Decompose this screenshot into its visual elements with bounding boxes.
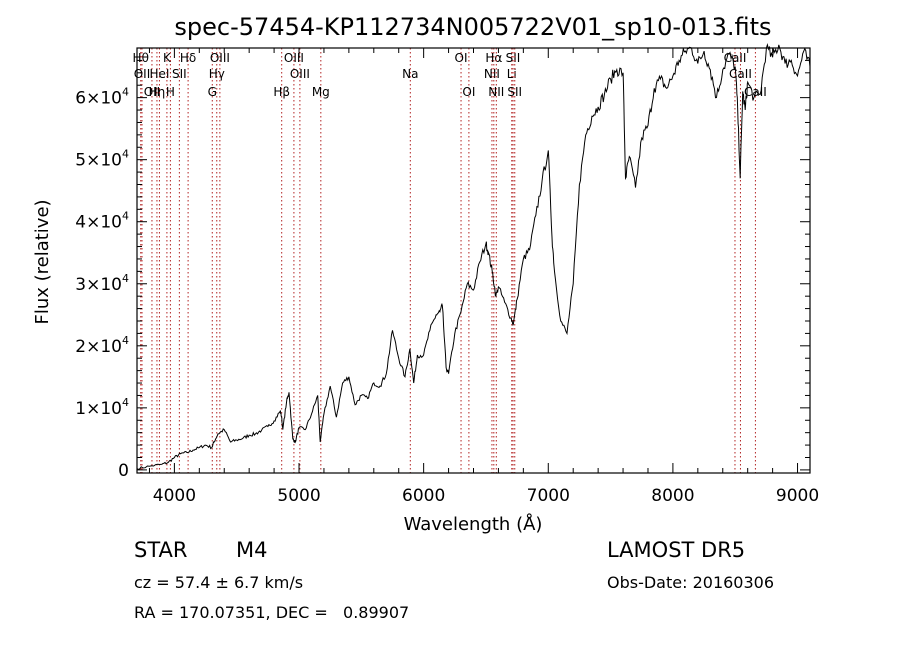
y-tick-label-5: 5×104 (75, 148, 129, 171)
y-tick-label-3: 3×104 (75, 272, 129, 295)
y-tick-label-6: 6×104 (75, 86, 129, 109)
line-marker-label-12: Hβ (273, 85, 290, 99)
line-marker-label-3: Hη (149, 85, 166, 99)
axis-ticks: 4000 5000 6000 7000 8000 9000 0 1×104 2×104 3×104… (75, 48, 819, 506)
obs-date: Obs-Date: 20160306 (607, 573, 775, 592)
x-tick-label-4: 8000 (651, 486, 694, 506)
x-tick-label-1: 5000 (277, 486, 320, 506)
line-marker-label-14: OIII (290, 67, 310, 81)
redshift-cz: cz = 57.4 ± 6.7 km/s (134, 573, 304, 592)
x-tick-label-0: 4000 (153, 486, 196, 506)
line-marker-label-15: Mg (312, 85, 330, 99)
line-marker-label-9: G (208, 85, 217, 99)
chart-title: spec-57454-KP112734N005722V01_sp10-013.f… (174, 13, 771, 41)
line-marker-label-13: OIII (284, 51, 304, 65)
line-marker-label-11: OIII (210, 51, 230, 65)
line-marker-label-8: Hδ (180, 51, 196, 65)
line-marker-label-24: SII (507, 85, 522, 99)
x-tick-label-5: 9000 (776, 486, 819, 506)
plot-frame (136, 47, 811, 474)
line-marker-label-0: Hθ (133, 51, 149, 65)
y-tick-label-2: 2×104 (75, 334, 129, 357)
line-marker-label-5: K (163, 51, 172, 65)
line-marker-label-1: OII (134, 67, 151, 81)
line-marker-label-17: OI (455, 51, 468, 65)
line-marker-label-23: SII (506, 51, 521, 65)
line-marker-label-2: OII (144, 85, 161, 99)
line-marker-label-26: CaII (729, 67, 752, 81)
line-marker-label-20: Hα (485, 51, 502, 65)
line-marker-label-16: Na (402, 67, 418, 81)
line-marker-label-21: NII (488, 85, 504, 99)
line-marker-label-10: Hγ (209, 67, 225, 81)
y-tick-label-1: 1×104 (75, 396, 129, 419)
spectrum-line (136, 42, 811, 471)
line-marker-label-6: H (166, 85, 175, 99)
line-marker-label-19: NII (484, 67, 500, 81)
x-axis-label: Wavelength (Å) (404, 513, 543, 535)
ra-dec: RA = 170.07351, DEC = 0.89907 (134, 603, 410, 622)
x-tick-label-2: 6000 (402, 486, 445, 506)
object-class: STAR (134, 538, 188, 562)
line-marker-label-7: SII (172, 67, 187, 81)
x-tick-label-3: 7000 (527, 486, 570, 506)
line-marker-label-22: Li (507, 67, 517, 81)
spectral-line-markers: HθOIIOIIHηHeIKHSIIHδGHγOIIIHβOIIIOIIIMgN… (133, 48, 767, 473)
y-tick-label-0: 0 (118, 461, 129, 481)
survey-name: LAMOST DR5 (607, 538, 746, 562)
line-marker-label-4: HeI (149, 67, 169, 81)
object-subclass: M4 (236, 538, 268, 562)
line-marker-label-18: OI (462, 85, 475, 99)
y-tick-label-4: 4×104 (75, 210, 129, 233)
spectrum-series (136, 42, 811, 471)
y-axis-label: Flux (relative) (32, 199, 53, 324)
